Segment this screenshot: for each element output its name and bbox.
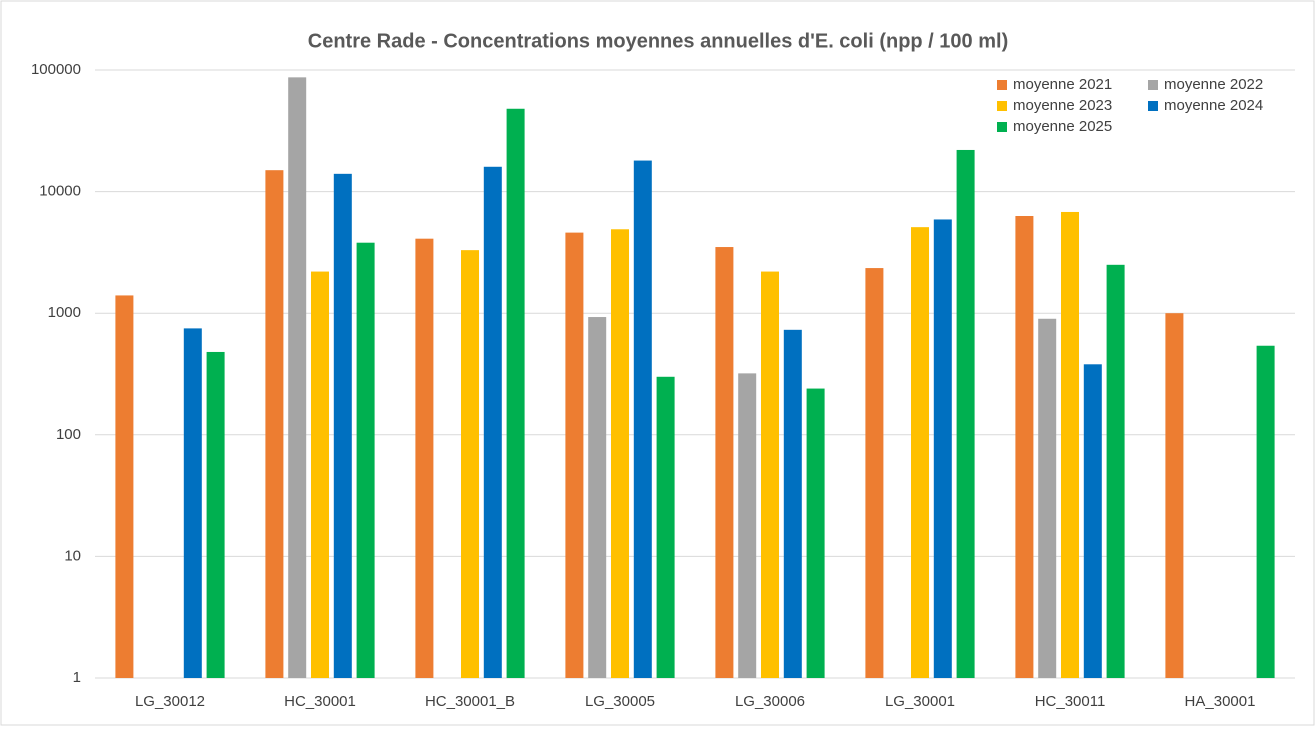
bar: [611, 229, 629, 678]
bar: [483, 166, 502, 679]
bar: [956, 149, 975, 678]
bar: [1061, 211, 1079, 678]
legend-swatch: [997, 122, 1007, 132]
legend-swatch: [997, 101, 1007, 111]
legend-swatch: [1148, 80, 1158, 90]
bar: [565, 232, 584, 678]
y-tick-label: 10000: [39, 183, 81, 200]
bar: [783, 329, 802, 678]
bar: [183, 328, 202, 678]
y-tick-label: 100: [56, 426, 81, 443]
legend-label: moyenne 2021: [1013, 76, 1112, 93]
bar: [656, 376, 675, 678]
legend-label: moyenne 2025: [1013, 118, 1112, 135]
bar: [311, 271, 329, 678]
y-tick-label: 1000: [48, 304, 81, 321]
bar: [806, 388, 825, 678]
bar: [1165, 313, 1184, 678]
bar: [715, 247, 734, 678]
x-tick-label: LG_30006: [735, 693, 805, 710]
bar: [761, 271, 779, 678]
bar: [206, 351, 225, 678]
bar: [933, 219, 952, 678]
x-tick-label: LG_30005: [585, 693, 655, 710]
bar: [265, 170, 284, 678]
bar: [633, 160, 652, 679]
bar: [1256, 345, 1275, 678]
chart-title: Centre Rade - Concentrations moyennes an…: [308, 30, 1008, 52]
y-tick-label: 1: [73, 669, 81, 686]
legend-label: moyenne 2024: [1164, 97, 1263, 114]
bar: [865, 268, 884, 678]
bar: [115, 295, 134, 678]
bar: [288, 77, 307, 678]
legend-label: moyenne 2022: [1164, 76, 1263, 93]
y-tick-label: 100000: [31, 61, 81, 78]
bar: [1083, 364, 1102, 678]
legend-swatch: [997, 80, 1007, 90]
x-tick-label: HA_30001: [1185, 693, 1256, 710]
bar: [506, 108, 525, 679]
legend-label: moyenne 2023: [1013, 97, 1112, 114]
bar: [738, 373, 757, 678]
bar: [1038, 318, 1057, 678]
legend-swatch: [1148, 101, 1158, 111]
x-tick-label: HC_30001: [284, 693, 356, 710]
x-tick-label: LG_30012: [135, 693, 205, 710]
bar: [356, 242, 375, 679]
x-tick-label: LG_30001: [885, 693, 955, 710]
bar: [1015, 216, 1034, 678]
x-tick-label: HC_30011: [1035, 693, 1106, 710]
bar: [333, 173, 352, 679]
y-tick-label: 10: [64, 547, 81, 564]
bar: [588, 317, 607, 678]
x-tick-label: HC_30001_B: [425, 693, 515, 710]
bar: [461, 250, 479, 678]
bar: [911, 227, 929, 678]
bar: [415, 238, 434, 678]
bar: [1106, 264, 1125, 678]
